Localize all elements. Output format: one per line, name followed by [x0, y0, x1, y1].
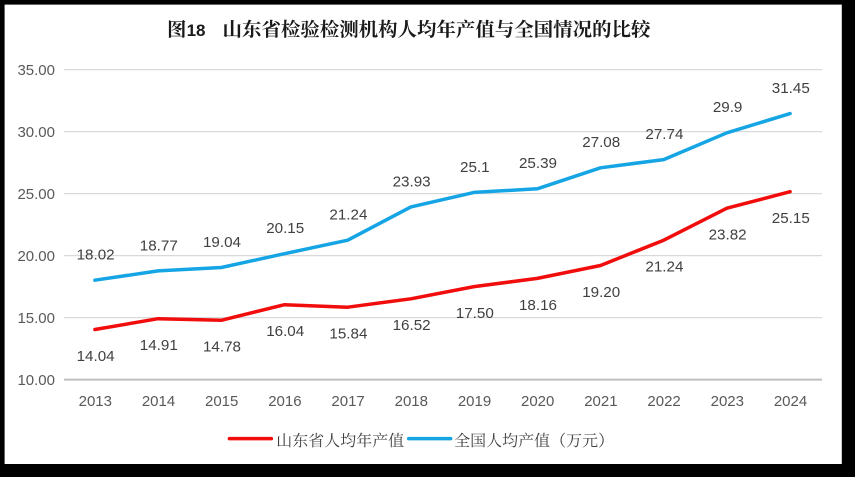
svg-text:2024: 2024 — [774, 393, 807, 410]
svg-text:35.00: 35.00 — [17, 62, 55, 79]
svg-text:20.15: 20.15 — [266, 220, 304, 237]
svg-text:31.45: 31.45 — [772, 80, 810, 97]
svg-text:18: 18 — [187, 21, 206, 40]
svg-text:14.91: 14.91 — [140, 337, 178, 354]
svg-text:2022: 2022 — [647, 393, 680, 410]
svg-text:16.52: 16.52 — [393, 317, 431, 334]
svg-text:14.78: 14.78 — [203, 339, 241, 356]
svg-text:16.04: 16.04 — [266, 323, 304, 340]
svg-text:2020: 2020 — [521, 393, 554, 410]
svg-text:21.24: 21.24 — [645, 259, 683, 276]
svg-text:10.00: 10.00 — [17, 372, 55, 389]
svg-text:25.15: 25.15 — [772, 210, 810, 227]
svg-text:2015: 2015 — [205, 393, 238, 410]
svg-text:25.39: 25.39 — [519, 155, 557, 172]
svg-text:15.84: 15.84 — [329, 326, 367, 343]
svg-text:25.00: 25.00 — [17, 186, 55, 203]
svg-text:19.04: 19.04 — [203, 234, 241, 251]
svg-text:20.00: 20.00 — [17, 248, 55, 265]
svg-text:2013: 2013 — [79, 393, 112, 410]
svg-text:30.00: 30.00 — [17, 124, 55, 141]
svg-text:18.77: 18.77 — [140, 237, 178, 254]
svg-text:25.1: 25.1 — [460, 159, 490, 176]
svg-text:2016: 2016 — [268, 393, 301, 410]
svg-text:23.93: 23.93 — [393, 173, 431, 190]
svg-text:2021: 2021 — [584, 393, 617, 410]
svg-text:2017: 2017 — [331, 393, 364, 410]
svg-text:27.74: 27.74 — [645, 126, 683, 143]
svg-text:14.04: 14.04 — [77, 348, 115, 365]
svg-text:2019: 2019 — [458, 393, 491, 410]
svg-text:23.82: 23.82 — [709, 227, 747, 244]
svg-text:15.00: 15.00 — [17, 310, 55, 327]
svg-text:2018: 2018 — [395, 393, 428, 410]
svg-text:18.16: 18.16 — [519, 297, 557, 314]
svg-text:29.9: 29.9 — [713, 99, 743, 116]
svg-text:2023: 2023 — [711, 393, 744, 410]
svg-text:27.08: 27.08 — [582, 134, 620, 151]
svg-text:21.24: 21.24 — [329, 207, 367, 224]
svg-text:18.02: 18.02 — [77, 247, 115, 264]
svg-text:2014: 2014 — [142, 393, 175, 410]
svg-text:19.20: 19.20 — [582, 284, 620, 301]
svg-text:17.50: 17.50 — [456, 305, 494, 322]
